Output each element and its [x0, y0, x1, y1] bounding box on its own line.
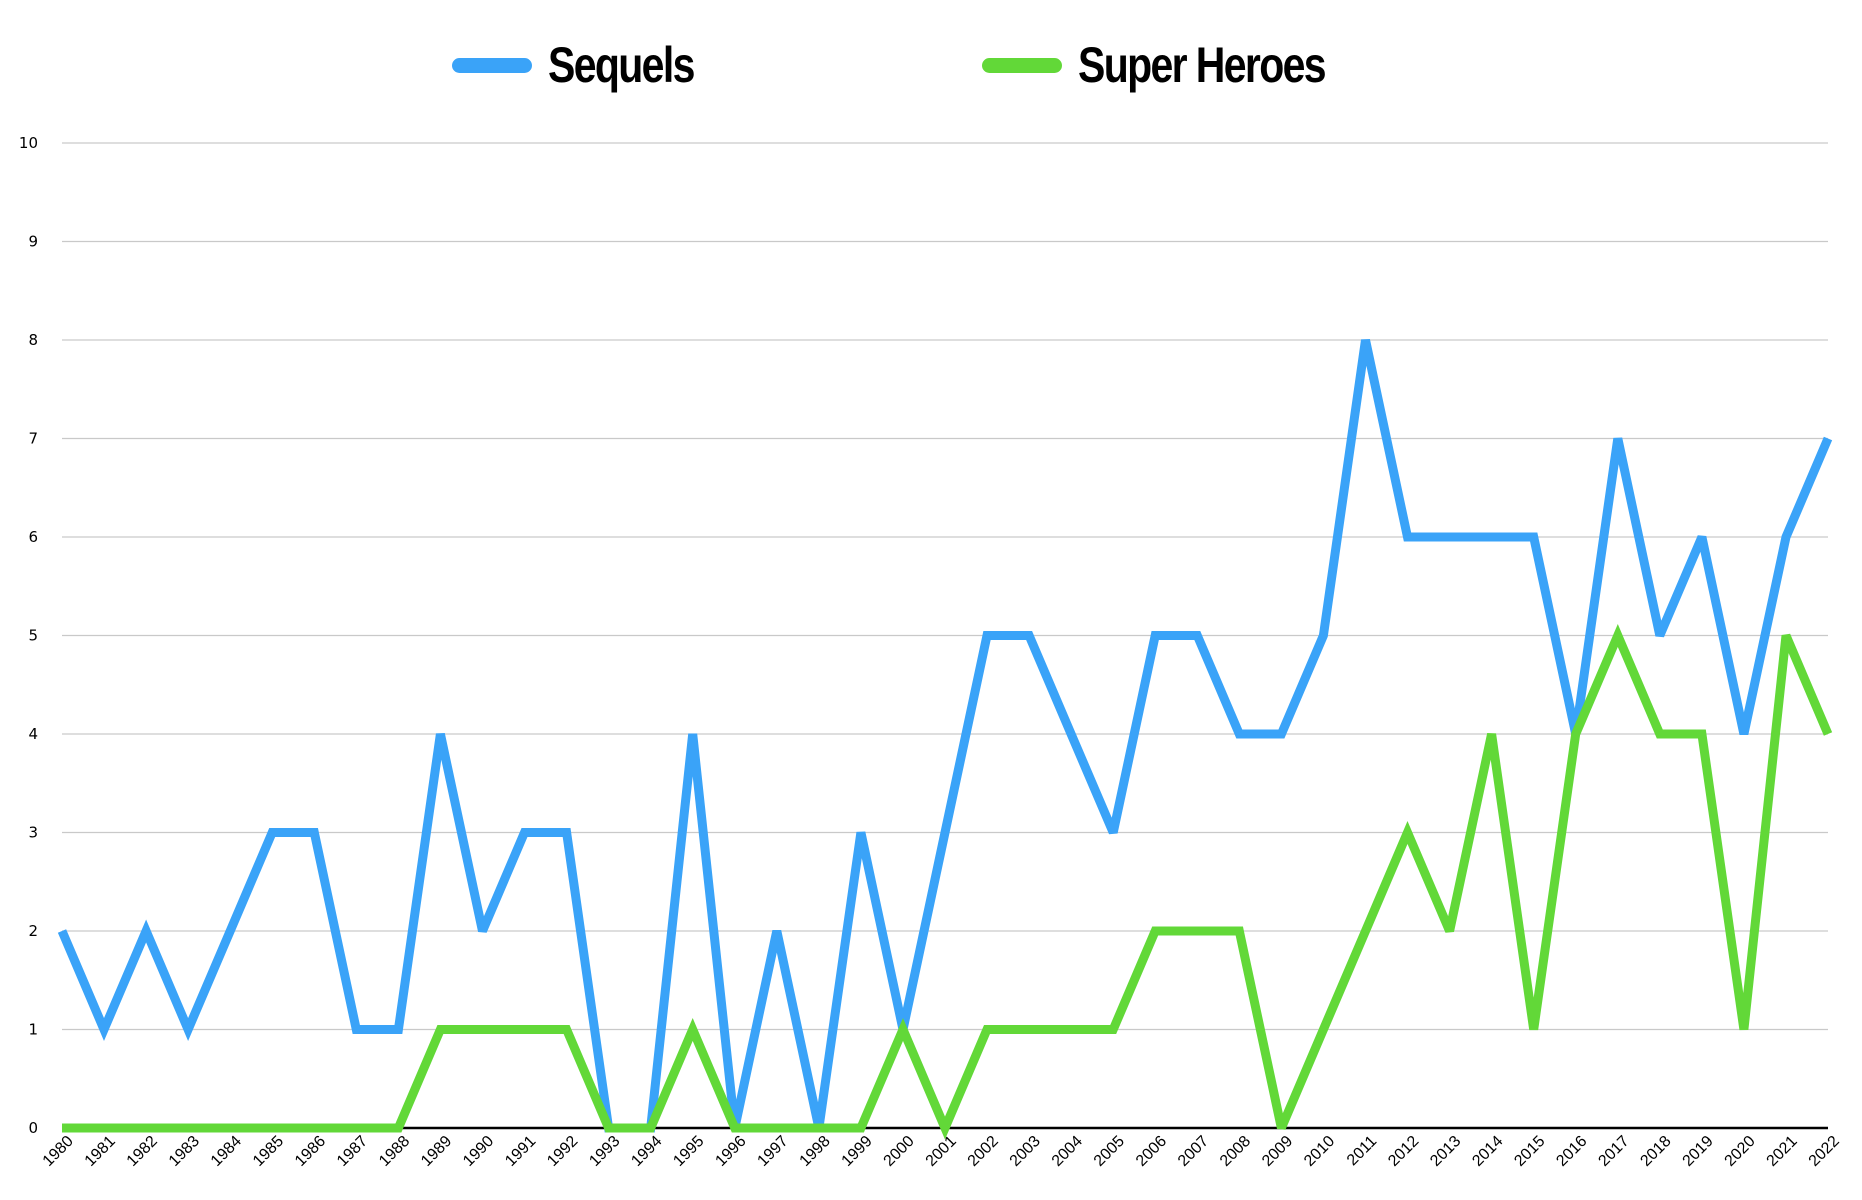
x-tick-label: 1980: [40, 1133, 77, 1170]
y-tick-label: 7: [28, 430, 38, 448]
x-tick-label: 2001: [923, 1133, 960, 1170]
x-tick-label: 2013: [1427, 1133, 1464, 1170]
x-tick-label: 2009: [1259, 1133, 1296, 1170]
x-tick-label: 1993: [586, 1133, 623, 1170]
x-tick-label: 1989: [418, 1133, 455, 1170]
y-tick-label: 9: [28, 233, 38, 251]
x-tick-label: 2011: [1344, 1133, 1380, 1169]
x-tick-label: 2020: [1722, 1133, 1759, 1170]
data-series: [57, 339, 1833, 1140]
x-tick-label: 1988: [376, 1133, 413, 1170]
x-tick-label: 1994: [628, 1133, 665, 1170]
y-tick-label: 6: [28, 528, 38, 546]
x-tick-label: 2018: [1637, 1133, 1674, 1170]
legend-swatch-super-heroes: [982, 57, 1062, 73]
x-tick-label: 2014: [1469, 1133, 1506, 1170]
x-tick-label: 2019: [1679, 1133, 1716, 1170]
x-tick-label: 2017: [1595, 1133, 1632, 1170]
y-tick-label: 3: [28, 824, 38, 842]
x-tick-label: 2016: [1553, 1133, 1590, 1170]
x-tick-label: 1986: [292, 1133, 329, 1170]
y-axis-ticks: 0 1 2 3 4 5 6 7 8 9 10: [19, 134, 38, 1137]
x-tick-label: 1992: [544, 1133, 581, 1170]
x-tick-label: 2002: [965, 1133, 1002, 1170]
x-tick-label: 2008: [1217, 1133, 1254, 1170]
x-tick-label: 1987: [334, 1133, 371, 1170]
y-tick-label: 4: [28, 725, 38, 743]
x-tick-label: 1999: [839, 1133, 876, 1170]
x-tick-label: 2003: [1007, 1133, 1044, 1170]
chart-legend: Sequels Super Heroes: [0, 30, 1862, 100]
y-tick-label: 10: [19, 134, 38, 152]
legend-swatch-sequels: [452, 57, 532, 73]
y-tick-label: 1: [28, 1021, 38, 1039]
x-tick-label: 2012: [1385, 1133, 1422, 1170]
x-tick-label: 1990: [460, 1133, 497, 1170]
x-tick-label: 1996: [712, 1133, 749, 1170]
legend-label-super-heroes: Super Heroes: [1078, 37, 1327, 93]
series-line-super-heroes: [62, 624, 1833, 1140]
y-tick-label: 8: [28, 331, 38, 349]
x-tick-label: 2010: [1301, 1133, 1338, 1170]
y-tick-label: 2: [28, 922, 38, 940]
x-tick-label: 2005: [1091, 1133, 1128, 1170]
x-tick-label: 2000: [881, 1133, 918, 1170]
x-tick-label: 2007: [1175, 1133, 1212, 1170]
legend-item-sequels: Sequels: [452, 30, 726, 100]
x-tick-label: 1982: [124, 1133, 161, 1170]
x-tick-label: 2004: [1049, 1133, 1086, 1170]
x-tick-label: 2015: [1511, 1133, 1548, 1170]
series-line-sequels: [57, 339, 1833, 1133]
x-tick-label: 2022: [1806, 1133, 1843, 1170]
legend-item-super-heroes: Super Heroes: [982, 30, 1379, 100]
x-tick-label: 1997: [754, 1133, 791, 1170]
x-tick-label: 1985: [250, 1133, 287, 1170]
y-tick-label: 5: [28, 627, 38, 645]
x-tick-label: 1984: [208, 1133, 245, 1170]
x-tick-label: 2021: [1764, 1133, 1801, 1170]
x-tick-label: 2006: [1133, 1133, 1170, 1170]
legend-label-sequels: Sequels: [548, 37, 695, 93]
x-tick-label: 1983: [166, 1133, 203, 1170]
x-axis-ticks: 1980 1981 1982 1983 1984 1985 1986 1987 1988 1989…: [40, 1133, 1843, 1170]
x-tick-label: 1981: [82, 1133, 119, 1170]
x-tick-label: 1998: [796, 1133, 833, 1170]
y-tick-label: 0: [28, 1119, 38, 1137]
x-tick-label: 1991: [502, 1133, 539, 1170]
x-tick-label: 1995: [670, 1133, 707, 1170]
